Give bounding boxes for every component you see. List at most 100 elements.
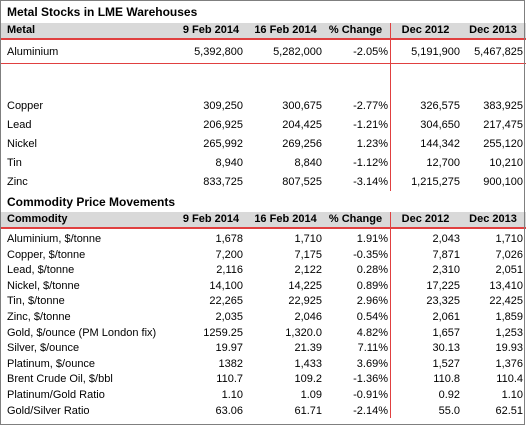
value-dec2012: 144,342 xyxy=(420,138,460,150)
value-9feb: 7,200 xyxy=(215,248,243,261)
value-9feb: 5,392,800 xyxy=(194,46,243,58)
header-dec2012: Dec 2012 xyxy=(401,24,450,36)
value-9feb: 14,100 xyxy=(209,279,243,292)
value-dec2013: 2,051 xyxy=(495,264,523,277)
table-row: Lead 206,925 204,425 -1.21% 304,650 217,… xyxy=(1,116,526,134)
header-16feb: 16 Feb 2014 xyxy=(254,24,317,36)
value-16feb: 300,675 xyxy=(282,100,322,112)
commodity-name: Platinum/Gold Ratio xyxy=(7,389,105,401)
value-16feb: 8,840 xyxy=(294,157,322,169)
value-change: -0.35% xyxy=(353,248,388,261)
value-dec2013: 5,467,825 xyxy=(474,46,523,58)
value-dec2013: 1,859 xyxy=(495,311,523,323)
value-dec2013: 10,210 xyxy=(489,157,523,169)
column-divider xyxy=(390,23,391,191)
value-dec2013: 383,925 xyxy=(483,100,523,112)
header-9feb: 9 Feb 2014 xyxy=(182,24,240,36)
value-dec2013: 217,475 xyxy=(483,119,523,131)
table-row: Tin 8,940 8,840 -1.12% 12,700 10,210 xyxy=(1,154,526,172)
commodity-name: Tin, $/tonne xyxy=(7,295,65,308)
table-row: Zinc, $/tonne 2,035 2,046 0.54% 2,061 1,… xyxy=(1,309,526,325)
metal-name: Lead xyxy=(7,119,32,131)
commodity-prices-header-row: Commodity 9 Feb 2014 16 Feb 2014 % Chang… xyxy=(1,212,526,229)
table-row: Tin, $/tonne 22,265 22,925 2.96% 23,325 … xyxy=(1,293,526,309)
table-row: Gold/Silver Ratio 63.06 61.71 -2.14% 55.0 62.… xyxy=(1,403,526,419)
value-dec2012: 304,650 xyxy=(420,119,460,131)
value-change: -1.12% xyxy=(353,157,388,169)
value-change: -0.91% xyxy=(353,389,388,401)
header-change: % Change xyxy=(328,213,383,225)
commodity-name: Aluminium, $/tonne xyxy=(7,233,102,245)
value-16feb: 2,122 xyxy=(294,264,322,277)
value-9feb: 1,678 xyxy=(215,233,243,245)
header-commodity: Commodity xyxy=(7,213,68,225)
value-16feb: 807,525 xyxy=(282,176,322,188)
value-dec2013: 1,376 xyxy=(495,357,523,370)
commodity-name: Gold/Silver Ratio xyxy=(7,404,90,417)
value-dec2013: 1,253 xyxy=(495,326,523,339)
table-row: Silver, $/ounce 19.97 21.39 7.11% 30.13 … xyxy=(1,340,526,356)
value-9feb: 2,116 xyxy=(216,264,243,277)
value-dec2013: 110.4 xyxy=(496,373,523,386)
value-change: -2.77% xyxy=(353,100,388,112)
metal-name: Aluminium xyxy=(7,46,59,58)
table-row: Aluminium, $/tonne 1,678 1,710 1.91% 2,0… xyxy=(1,231,526,247)
header-dec2012: Dec 2012 xyxy=(401,213,450,225)
commodity-prices-title: Commodity Price Movements xyxy=(7,195,176,209)
value-dec2013: 13,410 xyxy=(489,279,523,292)
value-change: -1.36% xyxy=(353,373,388,386)
value-change: 2.96% xyxy=(356,295,388,308)
commodity-name: Zinc, $/tonne xyxy=(7,311,71,323)
table-row: Aluminium 5,392,800 5,282,000 -2.05% 5,1… xyxy=(1,43,526,61)
commodity-name: Silver, $/ounce xyxy=(7,342,80,355)
value-dec2012: 1,527 xyxy=(432,357,460,370)
metal-name: Zinc xyxy=(7,176,28,188)
value-16feb: 2,046 xyxy=(294,311,322,323)
value-16feb: 1,433 xyxy=(294,357,322,370)
value-change: 4.82% xyxy=(356,326,388,339)
value-change: 3.69% xyxy=(356,357,388,370)
metal-name: Tin xyxy=(7,157,22,169)
header-16feb: 16 Feb 2014 xyxy=(254,213,317,225)
value-16feb: 269,256 xyxy=(282,138,322,150)
commodity-name: Lead, $/tonne xyxy=(7,264,75,277)
value-dec2013: 22,425 xyxy=(489,295,523,308)
value-dec2012: 7,871 xyxy=(432,248,460,261)
metal-stocks-title: Metal Stocks in LME Warehouses xyxy=(7,5,198,19)
value-change: -2.05% xyxy=(353,46,388,58)
value-9feb: 265,992 xyxy=(203,138,243,150)
commodity-name: Brent Crude Oil, $/bbl xyxy=(7,373,113,386)
metal-name: Nickel xyxy=(7,138,37,150)
value-9feb: 1259.25 xyxy=(203,326,243,339)
metal-name: Copper xyxy=(7,100,44,112)
table-row: Copper, $/tonne 7,200 7,175 -0.35% 7,871… xyxy=(1,247,526,263)
value-9feb: 110.7 xyxy=(216,373,243,386)
value-change: -3.14% xyxy=(353,176,388,188)
commodity-name: Copper, $/tonne xyxy=(7,248,86,261)
column-divider xyxy=(390,212,391,419)
table-row: Platinum, $/ounce 1382 1,433 3.69% 1,527… xyxy=(1,356,526,372)
table-row: Zinc 833,725 807,525 -3.14% 1,215,275 90… xyxy=(1,173,526,191)
value-change: 0.89% xyxy=(356,279,388,292)
table-row: Gold, $/ounce (PM London fix) 1259.25 1,… xyxy=(1,325,526,341)
value-dec2013: 900,100 xyxy=(483,176,523,188)
header-dec2013: Dec 2013 xyxy=(469,24,517,36)
header-change: % Change xyxy=(328,24,383,36)
value-change: 1.91% xyxy=(356,233,388,245)
value-16feb: 1.09 xyxy=(300,389,322,401)
value-9feb: 19.97 xyxy=(215,342,243,355)
value-9feb: 8,940 xyxy=(215,157,243,169)
header-dec2013: Dec 2013 xyxy=(469,213,517,225)
value-change: -1.21% xyxy=(353,119,388,131)
table-row: Nickel 265,992 269,256 1.23% 144,342 255… xyxy=(1,135,526,153)
metal-stocks-header-row: Metal 9 Feb 2014 16 Feb 2014 % Change De… xyxy=(1,23,526,40)
table-row: Brent Crude Oil, $/bbl 110.7 109.2 -1.36… xyxy=(1,371,526,387)
value-dec2012: 5,191,900 xyxy=(411,46,460,58)
value-change: 7.11% xyxy=(357,342,388,355)
value-9feb: 1.10 xyxy=(221,389,243,401)
value-dec2013: 1,710 xyxy=(495,233,523,245)
value-dec2012: 1,215,275 xyxy=(411,176,460,188)
value-dec2012: 1,657 xyxy=(432,326,460,339)
table-row: Lead, $/tonne 2,116 2,122 0.28% 2,310 2,… xyxy=(1,262,526,278)
header-9feb: 9 Feb 2014 xyxy=(182,213,240,225)
